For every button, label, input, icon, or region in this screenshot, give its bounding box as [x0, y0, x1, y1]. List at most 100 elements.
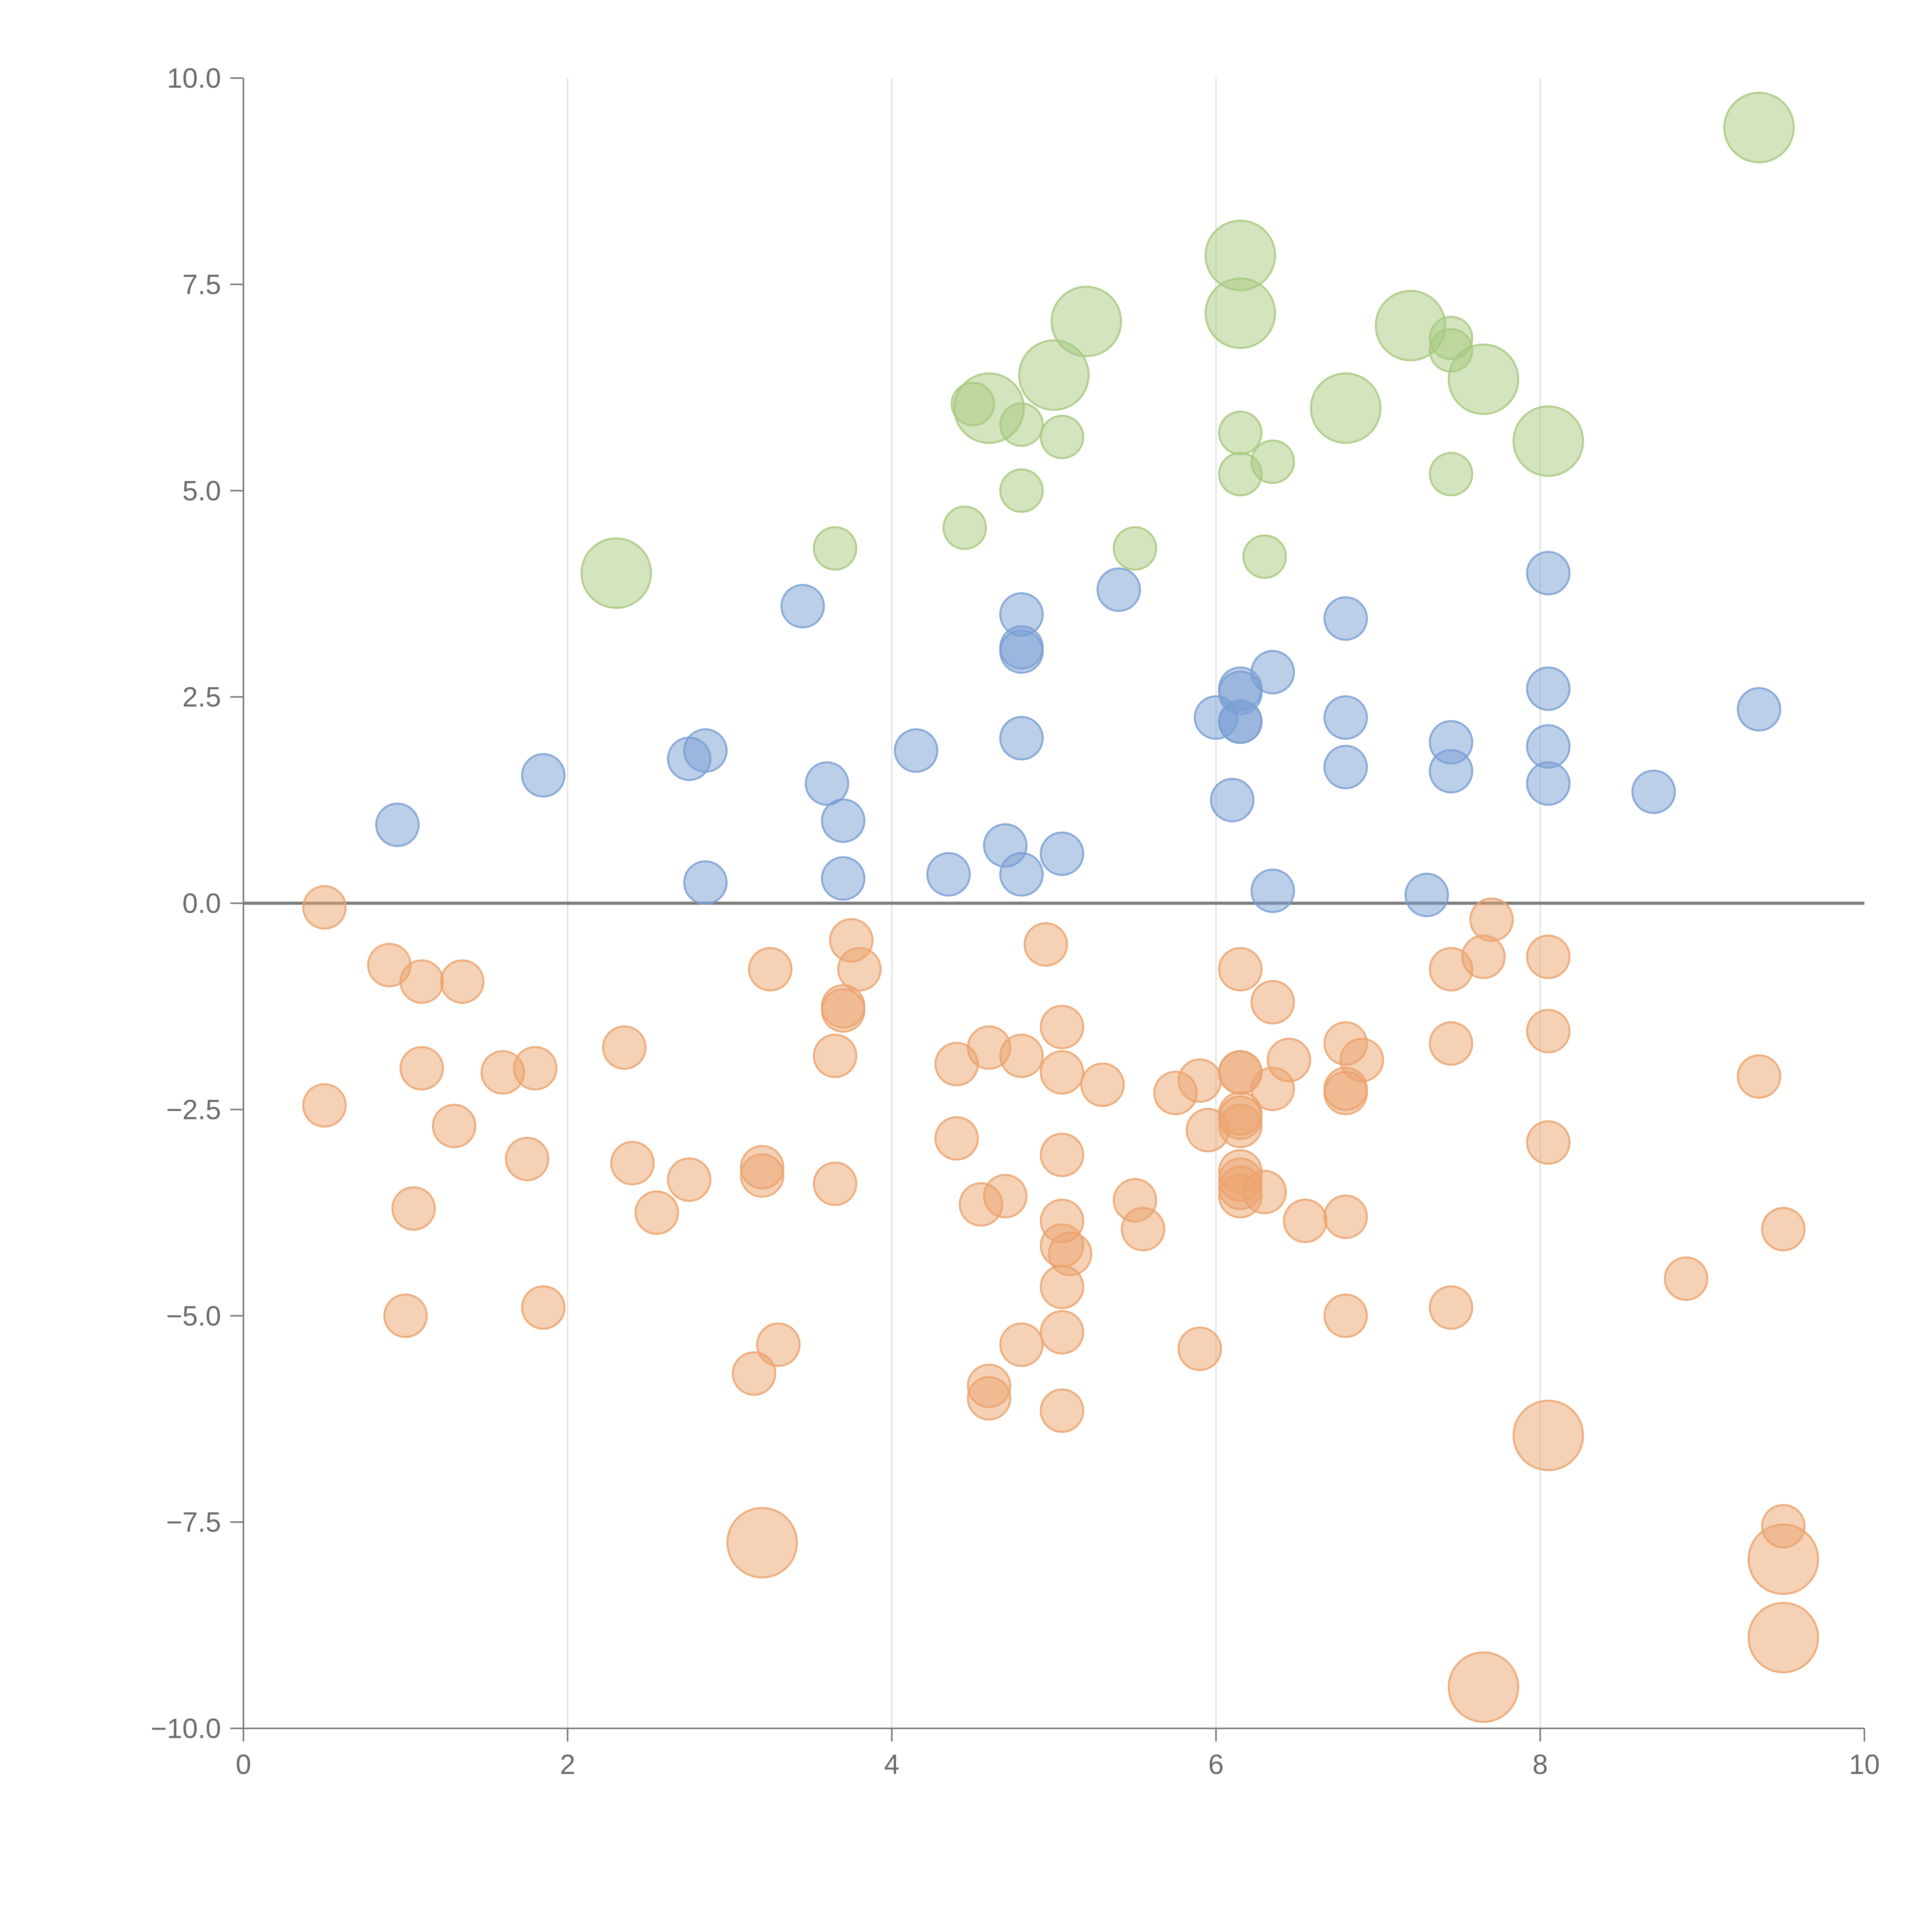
y-axis-ticks: −10.0 −7.5 −5.0 −2.5 0.0 2.5 5.0 7.5 10.0 [151, 63, 243, 1744]
data-point-orange-90 [1747, 1602, 1819, 1673]
data-point-blue-21 [667, 736, 712, 781]
x-tick-label-2: 4 [884, 1749, 900, 1780]
data-point-orange-39 [1323, 1071, 1368, 1116]
data-point-orange-13 [1250, 980, 1295, 1025]
data-point-orange-36 [1250, 1066, 1295, 1111]
data-point-orange-40 [302, 1083, 347, 1128]
x-tick-label-1: 2 [560, 1749, 575, 1780]
data-point-orange-64 [634, 1190, 679, 1235]
data-point-orange-59 [1242, 1170, 1287, 1214]
data-point-orange-0 [302, 885, 347, 930]
data-point-green-23 [1242, 534, 1287, 579]
data-point-orange-76 [383, 1293, 428, 1338]
data-point-green-15 [1512, 405, 1584, 477]
data-point-blue-8 [1526, 666, 1571, 711]
data-point-blue-16 [999, 716, 1044, 760]
data-point-orange-69 [1121, 1207, 1165, 1252]
data-point-blue-23 [1429, 749, 1473, 794]
data-point-orange-50 [610, 1141, 655, 1185]
data-point-green-14 [1218, 410, 1263, 455]
data-point-orange-91 [1447, 1651, 1519, 1723]
data-point-orange-33 [1736, 1054, 1781, 1099]
data-point-orange-27 [399, 1046, 444, 1091]
data-point-orange-88 [726, 1507, 798, 1579]
data-point-orange-23 [999, 1034, 1044, 1078]
data-point-orange-1 [1469, 897, 1514, 942]
data-point-green-7 [1018, 339, 1090, 411]
data-point-green-20 [942, 505, 987, 550]
data-point-blue-19 [894, 728, 939, 773]
data-point-orange-38 [1153, 1071, 1198, 1116]
data-point-blue-13 [1323, 695, 1368, 740]
data-point-blue-15 [1218, 699, 1263, 744]
data-point-blue-37 [1250, 868, 1295, 913]
data-point-green-17 [1218, 452, 1263, 497]
data-point-orange-67 [1283, 1199, 1328, 1243]
data-point-blue-6 [999, 629, 1044, 674]
data-point-green-13 [1039, 415, 1084, 459]
data-point-orange-16 [1039, 1005, 1084, 1049]
data-point-blue-30 [375, 803, 420, 847]
data-point-blue-28 [1210, 778, 1255, 823]
data-point-blue-25 [804, 761, 849, 806]
data-point-orange-80 [756, 1322, 801, 1367]
data-point-orange-56 [813, 1162, 857, 1206]
y-tick-label-4: 0.0 [182, 888, 221, 919]
data-point-orange-79 [999, 1322, 1044, 1367]
data-point-orange-18 [1429, 1021, 1473, 1066]
data-point-orange-21 [602, 1025, 647, 1070]
x-tick-label-4: 8 [1532, 1749, 1548, 1780]
data-point-blue-32 [1039, 831, 1084, 876]
data-point-orange-86 [1512, 1400, 1584, 1471]
data-point-green-24 [580, 537, 652, 609]
y-tick-label-2: −5.0 [166, 1301, 221, 1332]
data-point-orange-46 [934, 1116, 979, 1161]
data-point-blue-24 [521, 753, 566, 798]
data-point-orange-47 [1526, 1120, 1571, 1165]
data-point-blue-4 [1323, 596, 1368, 641]
y-tick-label-3: −2.5 [166, 1094, 221, 1125]
data-point-orange-62 [959, 1182, 1003, 1227]
data-point-green-2 [1204, 277, 1276, 349]
data-point-green-0 [1723, 92, 1795, 163]
data-point-orange-63 [391, 1186, 436, 1231]
data-point-blue-38 [1404, 872, 1449, 917]
data-point-green-8 [1447, 343, 1519, 415]
data-point-orange-48 [1039, 1133, 1084, 1177]
data-point-orange-68 [1761, 1207, 1806, 1252]
data-point-green-18 [1429, 452, 1473, 497]
y-tick-label-5: 2.5 [182, 682, 221, 713]
data-point-orange-43 [432, 1104, 476, 1148]
data-point-green-19 [999, 468, 1044, 513]
data-point-orange-75 [1429, 1285, 1473, 1330]
data-point-blue-26 [1526, 761, 1571, 806]
x-axis-ticks: 0 2 4 6 8 10 [236, 1728, 1880, 1780]
data-point-blue-1 [1096, 567, 1141, 612]
data-point-orange-84 [967, 1376, 1012, 1421]
data-point-orange-54 [667, 1157, 712, 1202]
x-tick-label-0: 0 [236, 1749, 251, 1780]
data-point-orange-22 [813, 1034, 857, 1078]
data-point-orange-85 [1039, 1388, 1084, 1433]
data-point-green-12 [999, 402, 1044, 447]
y-tick-label-6: 5.0 [182, 476, 221, 507]
data-point-blue-18 [1526, 724, 1571, 769]
y-tick-label-0: −10.0 [151, 1713, 221, 1744]
data-point-orange-35 [1080, 1062, 1125, 1107]
y-tick-label-7: 7.5 [182, 269, 221, 300]
x-tick-label-5: 10 [1849, 1749, 1880, 1780]
data-point-orange-72 [1664, 1256, 1709, 1301]
data-point-orange-29 [480, 1050, 525, 1095]
data-point-green-10 [951, 382, 995, 427]
data-point-green-21 [813, 526, 857, 571]
data-point-orange-49 [505, 1137, 549, 1182]
data-point-orange-12 [440, 959, 485, 1004]
data-point-blue-29 [821, 798, 866, 843]
data-point-orange-3 [1024, 922, 1068, 967]
data-point-blue-2 [780, 584, 825, 629]
x-tick-label-3: 6 [1208, 1749, 1224, 1780]
y-tick-label-1: −7.5 [166, 1507, 221, 1538]
data-points [302, 92, 1819, 1723]
data-point-orange-8 [748, 947, 793, 992]
